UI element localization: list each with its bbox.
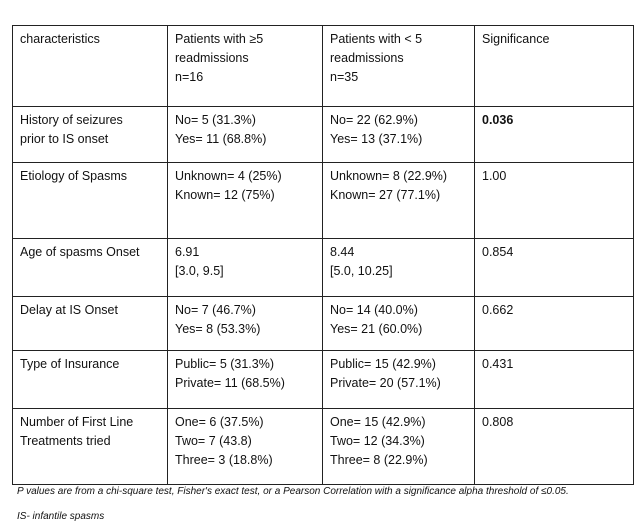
group1-cell-text: Yes= 8 (53.3%) bbox=[175, 322, 261, 336]
table-row: Etiology of Spasms Unknown= 4 (25%) Known=… bbox=[12, 162, 634, 239]
group2-cell-text: No= 22 (62.9%) bbox=[330, 113, 418, 127]
significance-cell: 0.662 bbox=[474, 296, 634, 351]
group2-cell-text: Two= 12 (34.3%) bbox=[330, 434, 425, 448]
group1-cell: 6.91 [3.0, 9.5] bbox=[167, 238, 323, 297]
characteristic-cell-text: Age of spasms Onset bbox=[20, 245, 140, 259]
group2-cell-text: Yes= 13 (37.1%) bbox=[330, 132, 423, 146]
characteristic-cell-text: Delay at IS Onset bbox=[20, 303, 118, 317]
significance-cell: 0.036 bbox=[474, 106, 634, 163]
significance-cell-text: 0.431 bbox=[482, 357, 514, 371]
header-text: n=35 bbox=[330, 70, 359, 84]
group2-cell-text: One= 15 (42.9%) bbox=[330, 415, 426, 429]
characteristic-cell-text: Number of First Line bbox=[20, 415, 134, 429]
group1-cell-text: One= 6 (37.5%) bbox=[175, 415, 264, 429]
group1-cell-text: Unknown= 4 (25%) bbox=[175, 169, 282, 183]
group1-cell-text: 6.91 bbox=[175, 245, 200, 259]
group1-cell: One= 6 (37.5%) Two= 7 (43.8) Three= 3 (18.… bbox=[167, 408, 323, 485]
group2-cell-text: Unknown= 8 (22.9%) bbox=[330, 169, 448, 183]
group2-cell: Public= 15 (42.9%) Private= 20 (57.1%) bbox=[322, 350, 475, 409]
header-significance: Significance bbox=[474, 25, 634, 107]
results-table: characteristics Patients with ≥5 readmis… bbox=[12, 25, 634, 485]
group2-cell-text: Private= 20 (57.1%) bbox=[330, 376, 441, 390]
significance-cell-text: 0.036 bbox=[482, 113, 514, 127]
group2-cell-text: 8.44 bbox=[330, 245, 355, 259]
characteristic-cell: Etiology of Spasms bbox=[12, 162, 168, 239]
footnote-abbreviation: IS- infantile spasms bbox=[17, 511, 105, 522]
group2-cell: Unknown= 8 (22.9%) Known= 27 (77.1%) bbox=[322, 162, 475, 239]
characteristic-cell: Age of spasms Onset bbox=[12, 238, 168, 297]
group2-cell-text: No= 14 (40.0%) bbox=[330, 303, 418, 317]
table-row: Delay at IS Onset No= 7 (46.7%) Yes= 8 (53… bbox=[12, 296, 634, 351]
significance-cell-text: 0.808 bbox=[482, 415, 514, 429]
characteristic-cell: Delay at IS Onset bbox=[12, 296, 168, 351]
characteristic-cell: Number of First Line Treatments tried bbox=[12, 408, 168, 485]
group1-cell-text: [3.0, 9.5] bbox=[175, 264, 224, 278]
header-text: Patients with < 5 bbox=[330, 32, 423, 46]
header-text: characteristics bbox=[20, 32, 100, 46]
group1-cell-text: Two= 7 (43.8) bbox=[175, 434, 252, 448]
group1-cell-text: Three= 3 (18.8%) bbox=[175, 453, 273, 467]
characteristic-cell-text: Type of Insurance bbox=[20, 357, 120, 371]
group2-cell: No= 22 (62.9%) Yes= 13 (37.1%) bbox=[322, 106, 475, 163]
significance-cell-text: 0.854 bbox=[482, 245, 514, 259]
table-row: Type of Insurance Public= 5 (31.3%) Privat… bbox=[12, 350, 634, 409]
group2-cell: No= 14 (40.0%) Yes= 21 (60.0%) bbox=[322, 296, 475, 351]
group1-cell-text: No= 7 (46.7%) bbox=[175, 303, 256, 317]
group2-cell-text: [5.0, 10.25] bbox=[330, 264, 393, 278]
group2-cell: 8.44 [5.0, 10.25] bbox=[322, 238, 475, 297]
header-text: Significance bbox=[482, 32, 550, 46]
significance-cell: 0.854 bbox=[474, 238, 634, 297]
group1-cell: No= 7 (46.7%) Yes= 8 (53.3%) bbox=[167, 296, 323, 351]
significance-cell-text: 1.00 bbox=[482, 169, 507, 183]
group1-cell-text: Yes= 11 (68.8%) bbox=[175, 132, 267, 146]
group2-cell: One= 15 (42.9%) Two= 12 (34.3%) Three= 8 (… bbox=[322, 408, 475, 485]
group2-cell-text: Public= 15 (42.9%) bbox=[330, 357, 436, 371]
characteristic-cell-text: History of seizures bbox=[20, 113, 123, 127]
group1-cell-text: Public= 5 (31.3%) bbox=[175, 357, 275, 371]
significance-cell: 0.431 bbox=[474, 350, 634, 409]
characteristic-cell: History of seizures prior to IS onset bbox=[12, 106, 168, 163]
significance-cell-text: 0.662 bbox=[482, 303, 514, 317]
header-text: n=16 bbox=[175, 70, 204, 84]
group2-cell-text: Known= 27 (77.1%) bbox=[330, 188, 441, 202]
group1-cell: No= 5 (31.3%) Yes= 11 (68.8%) bbox=[167, 106, 323, 163]
significance-cell: 1.00 bbox=[474, 162, 634, 239]
table-row: Number of First Line Treatments tried One=… bbox=[12, 408, 634, 485]
characteristic-cell-text: Treatments tried bbox=[20, 434, 111, 448]
table-row: Age of spasms Onset 6.91 [3.0, 9.5] 8.44 [5.… bbox=[12, 238, 634, 297]
table-row: History of seizures prior to IS onset No= … bbox=[12, 106, 634, 163]
group1-cell: Public= 5 (31.3%) Private= 11 (68.5%) bbox=[167, 350, 323, 409]
characteristic-cell-text: prior to IS onset bbox=[20, 132, 109, 146]
footnote-p-values: P values are from a chi-square test, Fis… bbox=[17, 486, 569, 497]
group1-cell-text: Known= 12 (75%) bbox=[175, 188, 275, 202]
header-group2: Patients with < 5 readmissions n=35 bbox=[322, 25, 475, 107]
significance-cell: 0.808 bbox=[474, 408, 634, 485]
header-text: readmissions bbox=[175, 51, 249, 65]
group2-cell-text: Three= 8 (22.9%) bbox=[330, 453, 428, 467]
header-text: Patients with ≥5 bbox=[175, 32, 264, 46]
characteristic-cell-text: Etiology of Spasms bbox=[20, 169, 127, 183]
header-row: characteristics Patients with ≥5 readmis… bbox=[12, 25, 634, 107]
header-text: readmissions bbox=[330, 51, 404, 65]
group1-cell-text: No= 5 (31.3%) bbox=[175, 113, 256, 127]
characteristic-cell: Type of Insurance bbox=[12, 350, 168, 409]
header-characteristics: characteristics bbox=[12, 25, 168, 107]
group1-cell: Unknown= 4 (25%) Known= 12 (75%) bbox=[167, 162, 323, 239]
header-group1: Patients with ≥5 readmissions n=16 bbox=[167, 25, 323, 107]
group1-cell-text: Private= 11 (68.5%) bbox=[175, 376, 285, 390]
group2-cell-text: Yes= 21 (60.0%) bbox=[330, 322, 423, 336]
